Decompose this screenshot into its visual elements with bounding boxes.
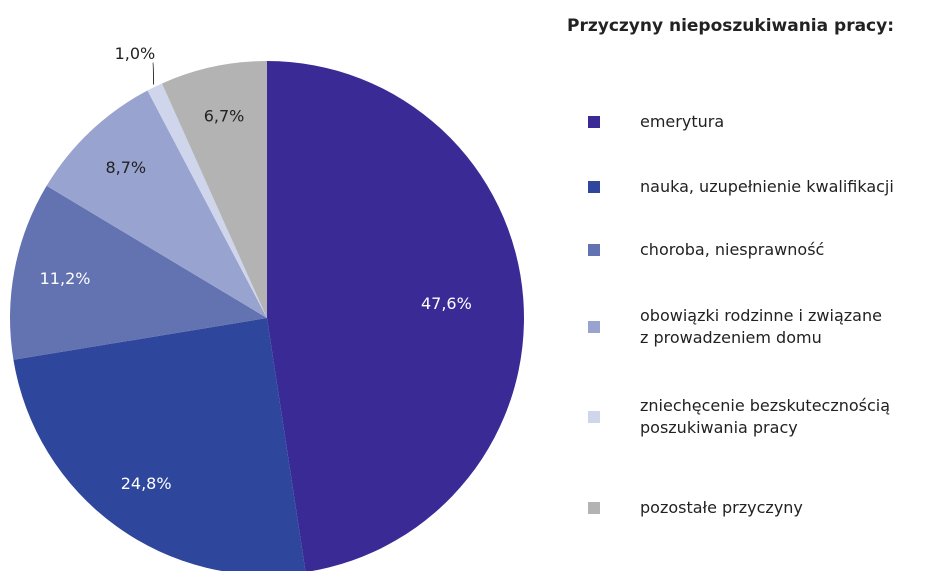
pie-slice [13,318,306,571]
pie-slice [161,61,267,318]
legend-swatch [588,116,600,128]
data-label: 1,0% [115,44,156,63]
legend-swatch [588,411,600,423]
pie-slice [9,185,267,360]
pie-slice [267,61,524,571]
data-label: 24,8% [121,474,172,493]
legend-label: nauka, uzupełnienie kwalifikacji [640,177,894,196]
leader-line [152,61,155,85]
legend-label: obowiązki rodzinne i związane z prowadze… [640,306,882,347]
legend-label: pozostałe przyczyny [640,498,803,517]
legend-swatch [588,244,600,256]
legend-title: Przyczyny nieposzukiwania pracy: [567,16,895,36]
data-label: 47,6% [421,294,472,313]
legend-label: zniechęcenie bezskutecznością poszukiwan… [640,396,891,437]
pie-slice [46,90,268,319]
data-label: 6,7% [204,106,245,125]
legend-label: choroba, niesprawność [640,240,825,259]
data-label: 11,2% [40,269,91,288]
legend-swatch [588,321,600,333]
legend-swatch [588,181,600,193]
pie-slice [147,83,267,318]
legend-swatch [588,502,600,514]
legend-label: emerytura [640,112,725,131]
data-label: 8,7% [105,158,146,177]
